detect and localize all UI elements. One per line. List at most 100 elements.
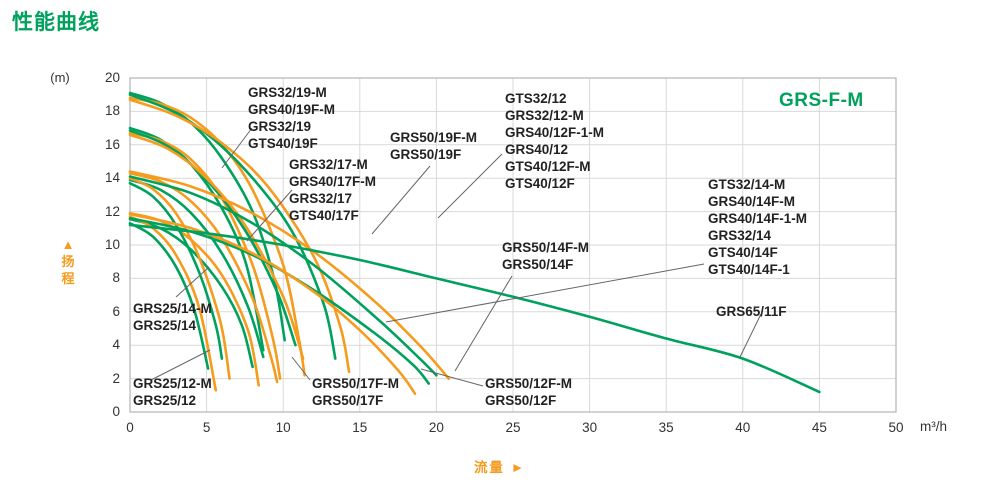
curve-label-line: GTS40/19F — [248, 136, 318, 151]
curve-label-line: GRS40/12 — [505, 142, 569, 157]
y-tick-label: 10 — [104, 237, 120, 252]
up-arrow-icon: ▲ — [61, 237, 75, 252]
x-tick-label: 40 — [735, 420, 751, 435]
pump-curve — [128, 178, 265, 359]
x-axis-unit: m³/h — [920, 419, 947, 434]
x-tick-label: 20 — [428, 420, 444, 435]
pump-curve — [128, 93, 337, 360]
x-tick-label: 0 — [126, 420, 134, 435]
y-tick-label: 2 — [112, 370, 120, 386]
plot-border — [129, 77, 897, 413]
pump-curve — [128, 133, 305, 360]
curve-label-line: GTS40/17F — [289, 208, 359, 223]
curve-label-group-50-19: GRS50/19F-M GRS50/19F — [390, 129, 477, 163]
label-leader-line — [385, 263, 705, 323]
curve-label-line: GRS50/14F-M — [502, 240, 590, 255]
curve-label-line: GRS25/12-M — [133, 376, 212, 391]
x-tick-label: 10 — [275, 420, 291, 435]
curve-label-line: GRS25/12 — [133, 393, 197, 408]
curve-label-line: GRS40/19F-M — [248, 102, 336, 117]
curve-label-line: GRS50/17F — [312, 393, 384, 408]
curve-label-line: GRS65/11F — [716, 304, 787, 319]
x-tick-label: 25 — [505, 420, 521, 435]
pump-curve — [128, 129, 297, 347]
pump-curve — [128, 221, 210, 370]
curve-label-group-12: GTS32/12 GRS32/12-M GRS40/12F-1-M GRS40/12 G… — [505, 90, 604, 192]
y-tick-label: 18 — [104, 103, 120, 119]
x-tick-label: 35 — [658, 420, 674, 435]
curve-label-group-65-11: GRS65/11F — [716, 303, 787, 320]
x-tick-label: 50 — [888, 420, 904, 435]
curve-label-group-14: GTS32/14-M GRS40/14F-M GRS40/14F-1-M GRS32/… — [708, 176, 807, 278]
curve-label-line: GRS32/12-M — [505, 108, 584, 123]
pump-curve — [128, 176, 231, 380]
label-leader-line — [454, 275, 513, 372]
curve-label-group-17: GRS32/17-M GRS40/17F-M GRS32/17 GTS40/17F — [289, 156, 376, 224]
curve-label-line: GTS40/14F — [708, 245, 778, 260]
y-tick-label: 20 — [104, 70, 120, 85]
curve-label-line: GRS50/14F — [502, 257, 574, 272]
curve-label-line: GRS50/12F-M — [485, 376, 573, 391]
curve-label-group-50-17: GRS50/17F-M GRS50/17F — [312, 375, 399, 409]
x-tick-label: 5 — [202, 420, 211, 435]
y-tick-label: 12 — [104, 203, 120, 219]
y-tick-label: 8 — [112, 270, 120, 286]
curve-label-group-25-14: GRS25/14-M GRS25/14 — [133, 300, 212, 334]
x-tick-label: 45 — [811, 420, 827, 435]
page-title: 性能曲线 — [12, 11, 100, 34]
curve-label-line: GRS50/17F-M — [312, 376, 400, 391]
pump-curve — [128, 96, 306, 377]
curve-label-group-50-12: GRS50/12F-M GRS50/12F — [485, 375, 572, 409]
pump-curve — [128, 212, 417, 395]
curve-label-line: GRS32/17 — [289, 191, 353, 206]
curve-label-line: GRS50/19F-M — [390, 130, 478, 145]
curve-label-group-50-14: GRS50/14F-M GRS50/14F — [502, 239, 589, 273]
pump-curve — [128, 98, 351, 374]
y-tick-label: 4 — [112, 337, 120, 353]
curve-label-line: GRS50/19F — [390, 147, 462, 162]
head-label-char: 程 — [61, 271, 75, 286]
series-family-title: GRS-F-M — [779, 90, 864, 111]
curve-label-line: GRS40/12F-1-M — [505, 125, 605, 140]
y-tick-label: 6 — [112, 303, 120, 319]
x-tick-label: 30 — [582, 420, 598, 435]
curve-label-group-19: GRS32/19-M GRS40/19F-M GRS32/19 GTS40/19F — [248, 84, 335, 152]
label-leader-line — [221, 127, 253, 169]
curve-label-line: GRS32/19-M — [248, 85, 327, 100]
curve-label-line: GRS32/19 — [248, 119, 312, 134]
curve-label-line: GRS32/17-M — [289, 157, 368, 172]
pump-curve — [128, 181, 224, 360]
y-tick-label: 16 — [104, 136, 120, 152]
label-leader-line — [150, 349, 211, 381]
curve-label-line: GRS40/17F-M — [289, 174, 377, 189]
curve-label-line: GTS40/14F-1 — [708, 262, 790, 277]
label-leader-line — [420, 368, 484, 387]
head-label-char: 扬 — [61, 254, 75, 269]
curve-label-line: GRS50/12F — [485, 393, 557, 408]
label-leader-line — [246, 189, 293, 242]
curve-label-line: GRS25/14-M — [133, 301, 212, 316]
curve-label-line: GTS32/12 — [505, 91, 567, 106]
pump-curve — [128, 215, 218, 392]
curve-label-line: GRS40/14F-M — [708, 194, 796, 209]
y-axis-unit: (m) — [50, 70, 70, 85]
y-tick-label: 14 — [104, 170, 120, 186]
y-axis-title-head: ▲ 扬程 — [58, 236, 78, 287]
label-leader-line — [291, 356, 311, 381]
x-tick-label: 15 — [352, 420, 368, 435]
curve-label-line: GTS40/12F-M — [505, 159, 591, 174]
label-leader-line — [175, 266, 210, 298]
curve-label-line: GRS25/14 — [133, 318, 197, 333]
curve-label-line: GTS32/14-M — [708, 177, 786, 192]
label-leader-line — [739, 313, 762, 358]
curve-label-group-25-12: GRS25/12-M GRS25/12 — [133, 375, 212, 409]
y-tick-label: 0 — [112, 404, 120, 419]
label-leader-line — [371, 165, 431, 235]
curve-label-line: GRS32/14 — [708, 228, 772, 243]
pump-curve — [128, 223, 821, 394]
x-axis-title-flow: 流量 ► — [473, 460, 527, 475]
curve-label-line: GRS40/14F-1-M — [708, 211, 808, 226]
curve-label-line: GTS40/12F — [505, 176, 575, 191]
